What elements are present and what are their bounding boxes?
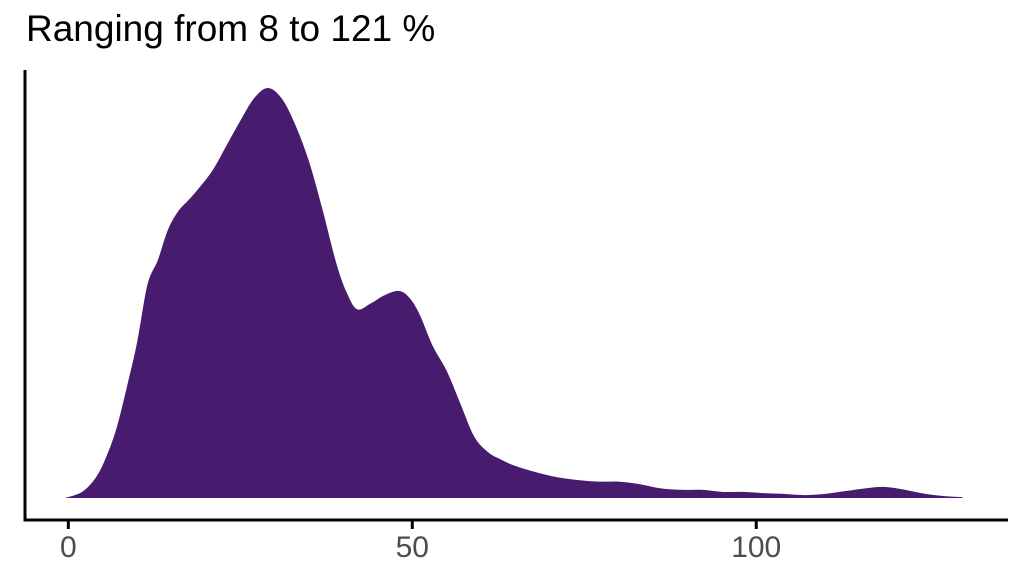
x-tick-label: 50 [396, 531, 429, 564]
x-axis-ticks [66, 520, 758, 529]
x-tick-label: 100 [731, 531, 781, 564]
x-tick-label: 0 [60, 531, 77, 564]
density-area [64, 88, 963, 498]
chart-title: Ranging from 8 to 121 % [26, 8, 436, 49]
x-axis-labels: 0 50 100 [60, 531, 781, 564]
